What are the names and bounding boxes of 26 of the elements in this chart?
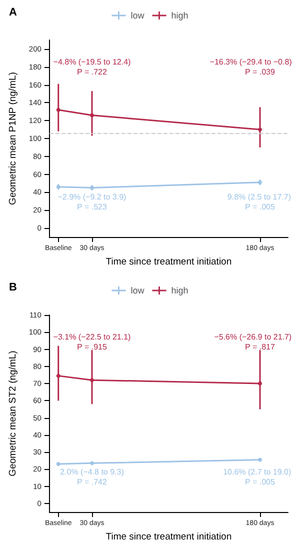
- annotation: −4.8% (−19.5 to 12.4): [53, 58, 132, 66]
- legend-label: high: [171, 10, 188, 20]
- annotation: P = .039: [245, 68, 276, 76]
- annotation: P = .005: [245, 202, 276, 212]
- legend-label: low: [130, 286, 145, 296]
- annotation: −3.1% (−22.5 to 21.1): [53, 332, 132, 342]
- annotation: 2.0% (−4.8 to 9.3): [60, 468, 124, 476]
- annotation: P = .817: [245, 342, 276, 352]
- annotation: 10.6% (2.7 to 19.0): [223, 468, 292, 476]
- annotation: P = .523: [77, 202, 108, 212]
- annotation: P = .915: [77, 342, 108, 352]
- annotation: −2.9% (−9.2 to 3.9): [58, 192, 127, 202]
- annotation: P = .722: [77, 68, 108, 76]
- annotation: 9.8% (2.5 to 17.7): [227, 192, 292, 202]
- x-axis-title: Time since treatment initiation: [106, 256, 232, 268]
- annotation: P = .005: [245, 478, 276, 486]
- y-axis-title: Geometric mean P1NP (ng/mL): [8, 72, 18, 205]
- chart-title: A: [9, 6, 17, 18]
- annotation: P = .742: [77, 478, 108, 486]
- x-axis-title: Time since treatment initiation: [106, 532, 232, 542]
- chart-title: B: [9, 282, 17, 294]
- annotation: −5.6% (−26.9 to 21.7): [214, 332, 292, 342]
- y-axis-title: Geometric mean ST2 (ng/mL): [8, 350, 18, 476]
- legend-label: high: [171, 286, 188, 296]
- legend-label: low: [130, 10, 145, 20]
- annotation: −16.3% (−29.4 to −0.8): [210, 58, 292, 66]
